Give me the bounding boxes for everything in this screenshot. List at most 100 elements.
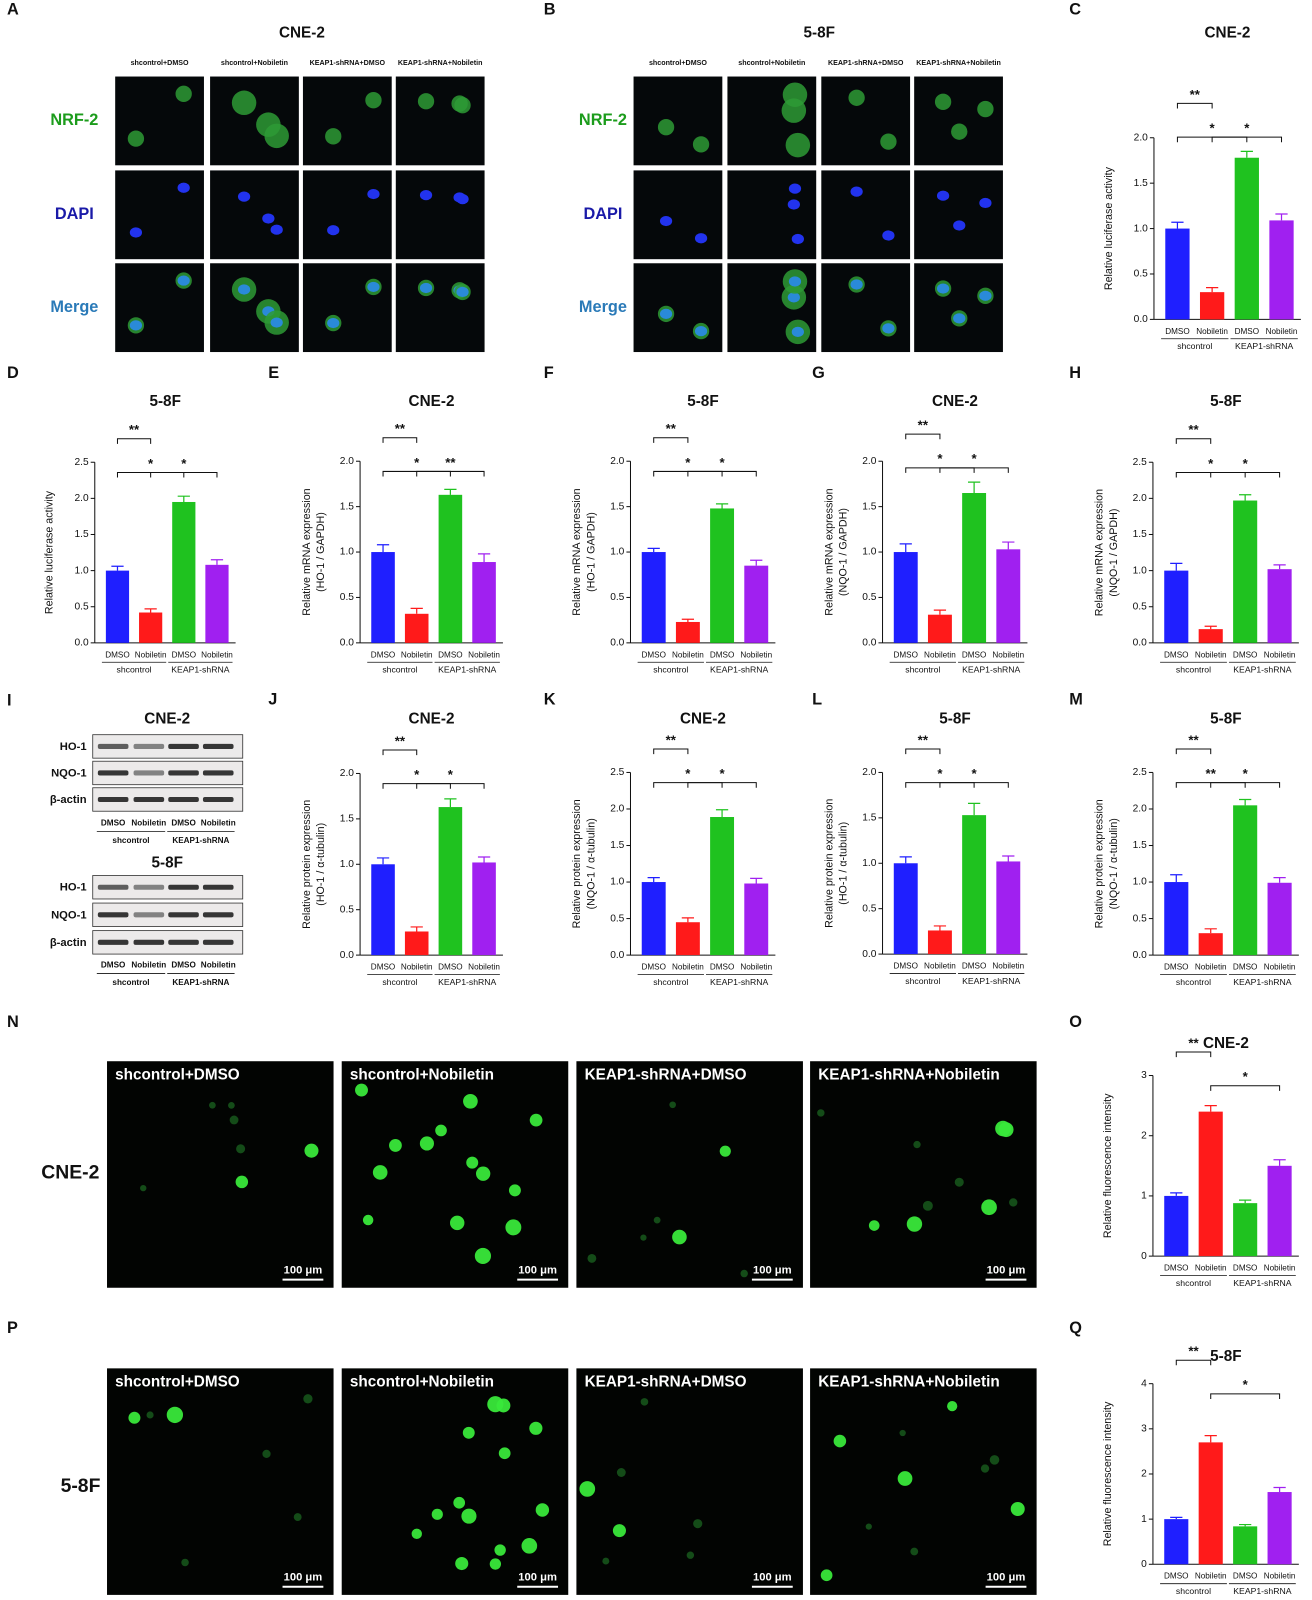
cell-nrf2 [880, 133, 897, 150]
x-tick-label: DMSO [894, 961, 918, 970]
error-bar [1273, 1159, 1286, 1166]
y-axis-label: (HO-1 / GAPDH) [586, 512, 598, 592]
fluorescent-cell [672, 1229, 687, 1245]
column-header: shcontrol+DMSO [649, 59, 707, 67]
fluorescent-cell [474, 1247, 492, 1265]
x-tick-label: Nobiletin [1264, 1264, 1296, 1273]
fluorescent-cell [719, 1145, 731, 1157]
cell-nucleus [979, 290, 992, 301]
bar [1234, 157, 1259, 320]
band [168, 770, 199, 776]
panel-letter: N [7, 1013, 19, 1031]
chart-title: CNE-2 [932, 393, 978, 410]
band [168, 743, 199, 749]
chart-title: CNE-2 [409, 710, 455, 727]
bar [1233, 500, 1258, 643]
scale-bar-label: 100 μm [753, 1572, 792, 1584]
x-tick-label: DMSO [962, 650, 986, 659]
cell-nrf2 [231, 90, 257, 116]
bar [1164, 1195, 1189, 1257]
x-tick-label: DMSO [1233, 1572, 1257, 1581]
x-tick-label: DMSO [1165, 327, 1189, 336]
group-label: KEAP1-shRNA [1233, 665, 1291, 675]
scale-bar-label: 100 μm [753, 1264, 792, 1276]
y-tick-label: 1.0 [1133, 565, 1147, 576]
cell-nucleus [936, 283, 950, 294]
fluorescent-cell [463, 1093, 478, 1109]
error-bar [1002, 855, 1015, 862]
y-axis-label: Relative mRNA expression [301, 488, 313, 615]
micrograph [395, 76, 485, 166]
lane-label: Nobiletin [201, 960, 236, 969]
significance-label: ** [395, 733, 406, 748]
y-axis-label: Relative mRNA expression [571, 488, 583, 615]
x-tick-label: Nobiletin [1264, 650, 1296, 659]
x-tick-label: DMSO [1164, 1572, 1188, 1581]
cell-nucleus [177, 275, 190, 286]
micrograph [914, 263, 1003, 353]
error-bar [750, 559, 763, 566]
bar [962, 493, 987, 643]
cell-nucleus [791, 233, 804, 245]
micrograph [633, 263, 723, 353]
significance-label: ** [1188, 422, 1199, 437]
x-tick-label: Nobiletin [1195, 1572, 1227, 1581]
cell-nucleus [882, 323, 895, 334]
micrograph [914, 76, 1003, 166]
significance-bracket [905, 467, 975, 473]
cell-nucleus [791, 326, 804, 337]
y-tick-label: 2.0 [1133, 804, 1147, 815]
scale-bar-label: 100 μm [284, 1264, 323, 1276]
bar [1233, 1526, 1258, 1565]
y-tick-label: 1.5 [1134, 178, 1148, 189]
cell-nrf2 [782, 82, 808, 107]
y-tick-label: 2.0 [340, 768, 354, 779]
fluorescent-cell [833, 1434, 847, 1448]
bar [1198, 629, 1223, 643]
y-tick-label: 2.5 [1133, 457, 1147, 468]
error-bar [1240, 150, 1253, 158]
y-tick-label: 0.0 [340, 950, 354, 961]
y-tick-label: 2 [1141, 1469, 1147, 1480]
y-tick-label: 0.0 [74, 638, 88, 649]
fluorescent-cell [947, 1401, 958, 1412]
scale-bar-label: 100 μm [987, 1264, 1026, 1276]
significance-label: * [148, 456, 154, 471]
significance-bracket [1175, 438, 1212, 444]
fluorescent-cell [693, 1519, 703, 1529]
error-bar [899, 543, 912, 553]
bar [1267, 882, 1292, 956]
x-tick-label: DMSO [438, 650, 462, 659]
cell-nrf2 [848, 89, 865, 106]
band-label: β-actin [50, 794, 87, 806]
fluorescent-cell [475, 1166, 491, 1181]
x-tick-label: DMSO [172, 650, 196, 659]
bar [1198, 933, 1223, 956]
micrograph [576, 1368, 803, 1595]
bar [1198, 1442, 1223, 1565]
image-label: KEAP1-shRNA+Nobiletin [818, 1374, 999, 1391]
significance-bracket [653, 437, 689, 443]
x-tick-label: DMSO [894, 650, 918, 659]
group-label: KEAP1-shRNA [171, 665, 229, 675]
error-bar [681, 917, 695, 923]
scale-bar-label: 100 μm [518, 1264, 557, 1276]
fluorescent-cell [449, 1215, 465, 1231]
x-tick-label: DMSO [962, 961, 986, 970]
x-tick-label: Nobiletin [1266, 327, 1298, 336]
error-bar [1171, 221, 1184, 229]
fluorescent-cell [505, 1219, 522, 1236]
y-tick-label: 1.5 [862, 813, 876, 824]
bar [139, 612, 163, 643]
significance-label: * [972, 766, 978, 781]
bar [472, 562, 496, 643]
blot-title: 5-8F [151, 854, 182, 871]
y-tick-label: 0.0 [340, 638, 354, 649]
x-tick-label: Nobiletin [1195, 1264, 1227, 1273]
chart-title: 5-8F [687, 393, 718, 410]
micrograph [395, 263, 485, 353]
significance-bracket [116, 438, 152, 444]
error-bar [210, 559, 224, 565]
significance-bracket [116, 471, 185, 478]
panel-letter: P [7, 1319, 18, 1337]
